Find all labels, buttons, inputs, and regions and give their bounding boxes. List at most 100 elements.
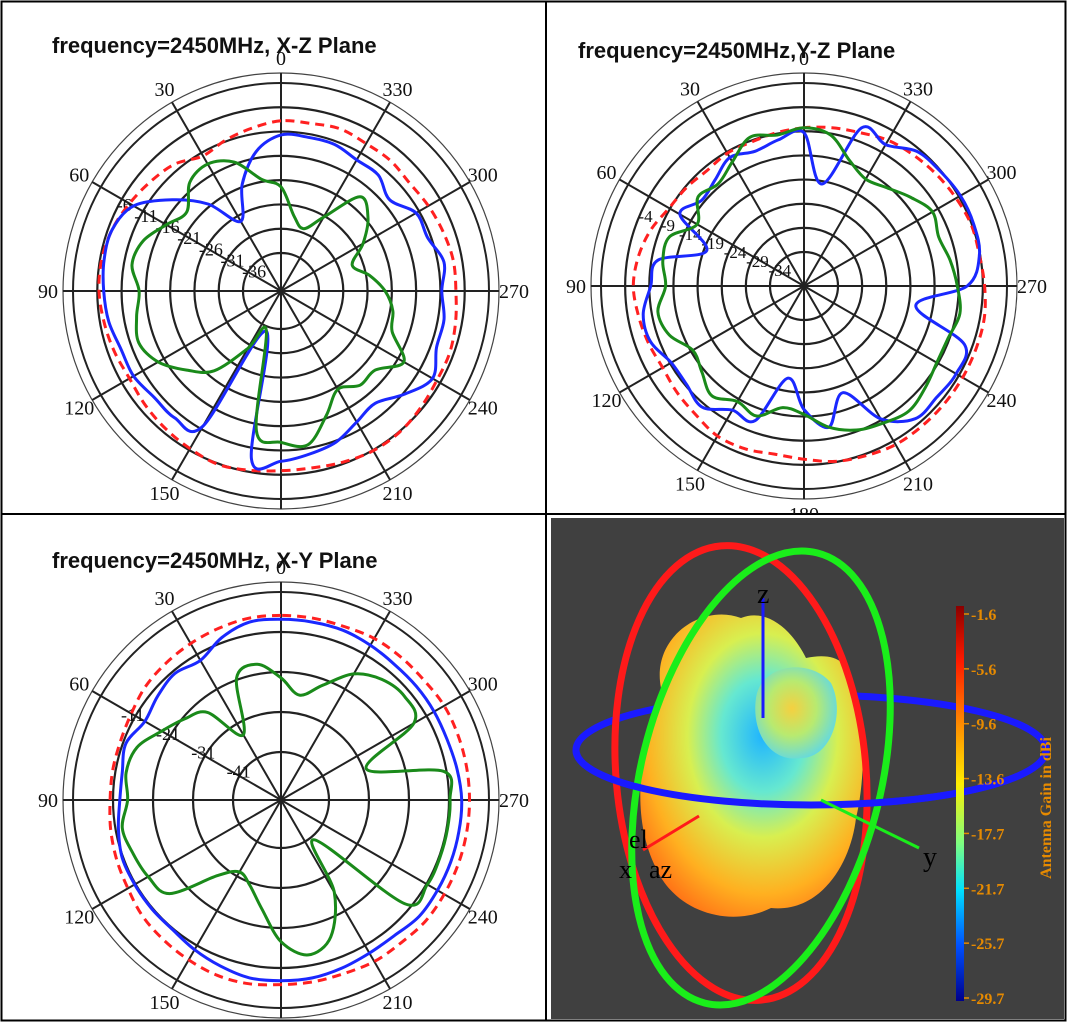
radial-label: -34 (768, 261, 791, 280)
theta-label: 90 (566, 276, 586, 298)
axis-x (642, 814, 700, 852)
polar-chart-xz: 0306090120150180210240270300330-6-11-16-… (38, 48, 529, 510)
theta-label: 330 (383, 79, 413, 101)
polar-spoke (280, 690, 471, 801)
ring-yz (628, 547, 894, 1009)
theta-label: 210 (903, 473, 933, 495)
series-line (108, 613, 472, 987)
polar-spoke (280, 101, 391, 292)
theta-label: 120 (64, 398, 94, 420)
axis-y (820, 798, 920, 850)
theta-label: 270 (499, 790, 529, 812)
chart-title-xz: frequency=2450MHz, X-Z Plane (52, 33, 377, 58)
theta-label: 0 (799, 48, 809, 70)
radial-label: -4 (638, 207, 653, 226)
chart-title-yz: frequency=2450MHz,Y-Z Plane (578, 38, 896, 63)
theta-label: 30 (680, 79, 700, 101)
radial-label: -31 (221, 250, 245, 270)
radial-label: -29 (746, 252, 769, 271)
radial-label: -24 (724, 243, 747, 262)
theta-label: 150 (675, 473, 705, 495)
theta-label: 120 (592, 390, 622, 412)
radial-label: -21 (156, 724, 180, 744)
series-line (656, 126, 962, 432)
theta-label: 180 (789, 504, 819, 514)
polar-chart-yz: 0306090120150180210240270300330-4-9-14-1… (566, 48, 1047, 514)
series-line (130, 159, 406, 449)
axis-label-az: az (649, 855, 672, 884)
polar-chart-xy: 0306090120150180210240270300330-11-21-31… (38, 557, 529, 1019)
theta-label: 210 (383, 483, 413, 505)
theta-label: 90 (38, 790, 58, 812)
polar-spoke (171, 799, 282, 990)
radial-label: -26 (199, 239, 223, 259)
theta-label: 30 (155, 79, 175, 101)
pattern-3d-svg: z y el x az -1.6-5.6-9.6-13.6-17.7-21.7-… (572, 542, 1055, 1009)
colorbar-tick-label: -1.6 (971, 607, 996, 624)
theta-label: 300 (468, 165, 498, 187)
colorbar-tick-label: -17.7 (971, 826, 1004, 843)
colorbar-tick-label: -25.7 (971, 936, 1004, 953)
theta-label: 150 (150, 483, 180, 505)
colorbar-tick-label: -21.7 (971, 881, 1004, 898)
polar-spoke (91, 290, 282, 401)
colorbar-tick-label: -5.6 (971, 662, 996, 679)
radial-label: -31 (191, 743, 215, 763)
theta-label: 90 (38, 281, 58, 303)
colorbar-label: Antenna Gain in dBi (1038, 737, 1055, 879)
ring-xy-front (572, 749, 1050, 809)
series-line (101, 132, 447, 471)
polar-spoke (803, 285, 989, 394)
polar-spoke (91, 690, 282, 801)
radial-label: -21 (177, 228, 201, 248)
polar-spoke (280, 290, 391, 481)
theta-label: 120 (64, 907, 94, 929)
colorbar-tick-label: -13.6 (971, 772, 1004, 789)
theta-label: 240 (468, 907, 498, 929)
theta-label: 60 (597, 162, 617, 184)
axis-label-z: z (757, 579, 769, 610)
series-line (631, 125, 987, 464)
series-line (641, 125, 982, 430)
axis-label-x: x (619, 855, 632, 884)
axis-label-el: el (629, 825, 648, 854)
polar-spoke (280, 181, 471, 292)
theta-label: 60 (69, 674, 89, 696)
theta-label: 240 (468, 398, 498, 420)
polar-spoke (803, 285, 912, 471)
polar-spoke (803, 101, 912, 287)
polar-spoke (619, 178, 805, 287)
theta-label: 270 (1017, 276, 1047, 298)
pattern-3d-panel: z y el x az -1.6 -5.6 -9.6 -13.6 -17.7 -21.7-… (551, 518, 1064, 1019)
polar-spoke (280, 290, 471, 401)
theta-label: 0 (276, 557, 286, 579)
polar-spoke (696, 285, 805, 471)
colorbar-ticks: -1.6 -5.6 -9.6 -13.6 -17.7 -21.7 -25.7 -29.7 (964, 607, 1004, 1008)
theta-label: 330 (903, 79, 933, 101)
polar-spoke (280, 610, 391, 801)
theta-label: 210 (383, 992, 413, 1014)
polar-spoke (91, 181, 282, 292)
axis-label-y: y (923, 842, 937, 873)
polar-spoke (696, 101, 805, 287)
theta-label: 240 (986, 390, 1016, 412)
polar-spoke (91, 799, 282, 910)
theta-label: 300 (468, 674, 498, 696)
polar-spoke (171, 101, 282, 292)
theta-label: 150 (150, 992, 180, 1014)
polar-spoke (803, 178, 989, 287)
series-line (116, 617, 464, 983)
colorbar-tick-label: -29.7 (971, 991, 1004, 1008)
chart-title-xy: frequency=2450MHz, X-Y Plane (52, 548, 378, 573)
theta-label: 30 (155, 588, 175, 610)
theta-label: 0 (276, 48, 286, 70)
polar-grid (590, 72, 1018, 500)
colorbar-tick-label: -9.6 (971, 717, 996, 734)
theta-label: 300 (986, 162, 1016, 184)
series-line (120, 662, 454, 957)
colorbar (956, 606, 964, 1001)
polar-spoke (619, 285, 805, 394)
radial-label: -41 (227, 761, 251, 781)
radial-label: -11 (134, 206, 157, 226)
